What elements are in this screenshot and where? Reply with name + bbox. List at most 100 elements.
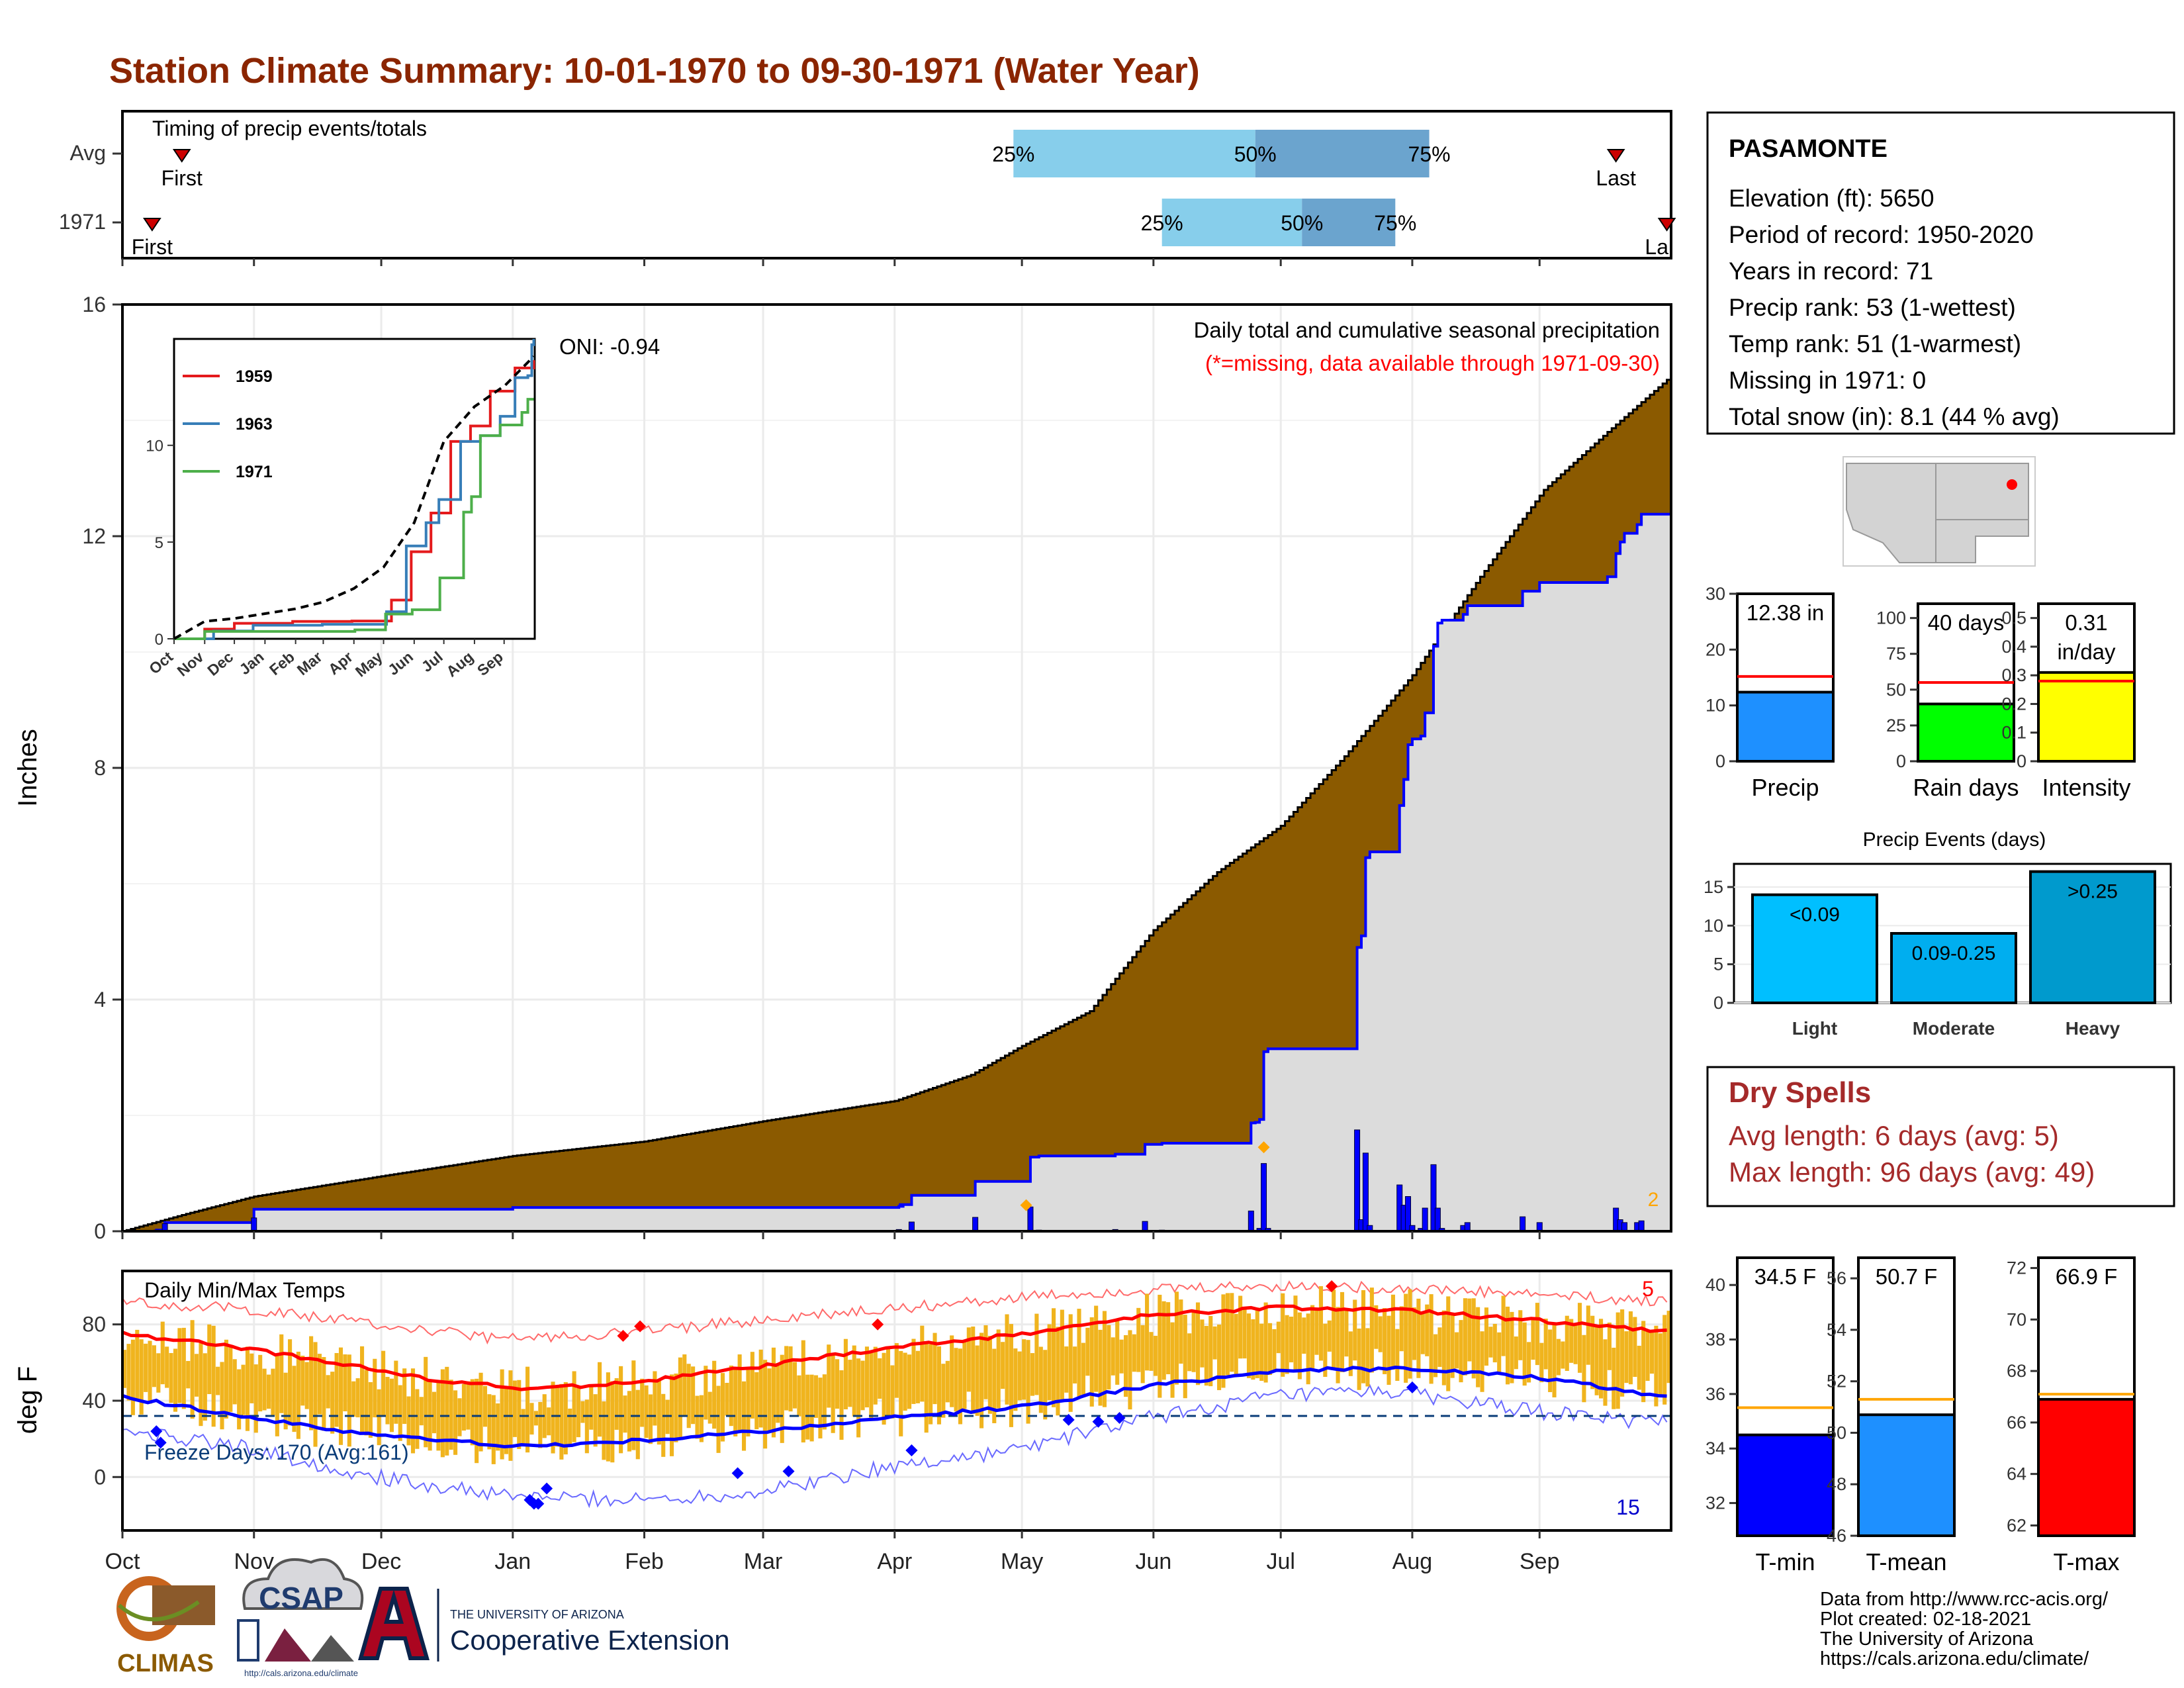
- daily-temp-bar: [657, 1380, 661, 1445]
- daily-temp-bar: [1005, 1314, 1009, 1405]
- map-border-line: [1935, 463, 2028, 563]
- station-line: Elevation (ft): 5650: [1729, 185, 1934, 212]
- ua-small-text: THE UNIVERSITY OF ARIZONA: [450, 1608, 624, 1621]
- daily-temp-bar: [1624, 1331, 1629, 1383]
- daily-temp-bar: [1238, 1295, 1243, 1359]
- daily-temp-bar: [1514, 1336, 1518, 1370]
- temp-ylabel: deg F: [13, 1366, 42, 1434]
- page-title: Station Climate Summary: 10-01-1970 to 0…: [109, 51, 1200, 91]
- timing-quartile-bar: [1013, 130, 1255, 177]
- daily-precip-bar: [1027, 1206, 1034, 1232]
- temp-mini-chart: 62 64 66 68 70 72 66.9 F T-max: [2007, 1256, 2136, 1575]
- daily-temp-bar: [1026, 1340, 1030, 1424]
- last-event-label: Last: [1596, 166, 1636, 190]
- daily-temp-bar: [1043, 1350, 1048, 1420]
- daily-temp-bar: [449, 1380, 453, 1450]
- daily-temp-bar: [1577, 1303, 1582, 1373]
- daily-temp-bar: [309, 1336, 314, 1430]
- daily-temp-bar: [533, 1411, 538, 1426]
- daily-temp-bar: [373, 1358, 377, 1418]
- record-low-marker: [782, 1465, 795, 1477]
- daily-temp-bar: [661, 1393, 666, 1457]
- last-event-label: La: [1645, 235, 1668, 259]
- station-line: Years in record: 71: [1729, 258, 1933, 285]
- daily-temp-bar: [1208, 1316, 1213, 1387]
- daily-temp-bar: [1136, 1307, 1141, 1372]
- daily-temp-bar: [199, 1342, 203, 1427]
- daily-temp-bar: [1310, 1305, 1315, 1371]
- daily-temp-bar: [1607, 1322, 1612, 1370]
- daily-temp-bar: [1132, 1334, 1136, 1372]
- daily-temp-bar: [758, 1349, 763, 1428]
- year-cumulative-precip-area: [122, 512, 1672, 1233]
- daily-temp-bar: [1348, 1331, 1353, 1376]
- daily-temp-bar: [1263, 1302, 1268, 1383]
- timing-panel: Timing of precip events/totals Avg 25% 50%…: [59, 110, 1676, 259]
- record-precip-marker: [1257, 1141, 1270, 1154]
- record-low-marker: [150, 1425, 163, 1438]
- mini-chart-ytick-label: 38: [1706, 1330, 1725, 1350]
- daily-temp-bar: [852, 1345, 856, 1417]
- timing-percentile-label: 50%: [1234, 142, 1277, 166]
- precip-corner-count: 2: [1648, 1189, 1659, 1211]
- daily-temp-bar: [924, 1342, 929, 1433]
- mini-chart-ytick-label: 54: [1827, 1320, 1846, 1340]
- daily-temp-bar: [1365, 1328, 1370, 1387]
- daily-temp-bar: [1637, 1345, 1641, 1390]
- daily-temp-bar: [1251, 1319, 1255, 1380]
- daily-temp-bar: [559, 1383, 564, 1460]
- month-tick-label: Jan: [494, 1549, 531, 1574]
- daily-temp-bar: [1306, 1313, 1310, 1385]
- daily-temp-bar: [996, 1329, 1001, 1409]
- daily-temp-bar: [771, 1347, 776, 1438]
- daily-temp-bar: [835, 1359, 840, 1409]
- record-precip-marker: [1020, 1199, 1032, 1211]
- dry-spells-box: Dry Spells Avg length: 6 days (avg: 5) M…: [1706, 1066, 2175, 1207]
- mini-chart-ytick-label: 0: [2017, 751, 2026, 771]
- daily-temp-bar: [1433, 1334, 1438, 1378]
- daily-temp-bar: [445, 1366, 449, 1456]
- daily-temp-bar: [504, 1387, 509, 1454]
- daily-precip-bar: [972, 1217, 979, 1232]
- daily-temp-bar: [360, 1346, 365, 1434]
- month-tick-label: Feb: [625, 1549, 664, 1574]
- daily-temp-bar: [1001, 1342, 1005, 1389]
- daily-precip-bar: [1422, 1207, 1428, 1232]
- mini-chart-ytick-label: 48: [1827, 1474, 1846, 1494]
- dry-spells-title: Dry Spells: [1729, 1076, 1871, 1109]
- daily-temp-bar: [220, 1362, 224, 1430]
- daily-temp-bar: [232, 1359, 237, 1405]
- daily-temp-bar: [767, 1368, 772, 1432]
- daily-temp-bar: [551, 1382, 555, 1454]
- daily-temp-bar: [1552, 1324, 1557, 1397]
- daily-temp-bar: [1255, 1307, 1259, 1378]
- mini-chart-title: Rain days: [1913, 774, 2019, 801]
- daily-temp-bar: [130, 1339, 135, 1415]
- mini-chart-title: Precip: [1751, 774, 1819, 801]
- daily-temp-bar: [415, 1389, 420, 1449]
- daily-temp-bar: [1102, 1311, 1107, 1407]
- daily-temp-bar: [1314, 1308, 1319, 1355]
- daily-temp-bar: [623, 1395, 627, 1433]
- daily-temp-bar: [954, 1348, 958, 1412]
- mini-chart-ytick-label: 68: [2007, 1361, 2026, 1381]
- daily-temp-bar: [1276, 1321, 1281, 1354]
- daily-temp-bar: [631, 1360, 636, 1450]
- mini-chart-ytick-label: 0: [1715, 751, 1725, 771]
- daily-temp-bar: [1068, 1314, 1073, 1412]
- events-ytick-label: 0: [1713, 993, 1723, 1013]
- station-line: Missing in 1971: 0: [1729, 367, 1926, 394]
- daily-temp-bar: [275, 1354, 279, 1436]
- daily-temp-bar: [729, 1365, 733, 1427]
- daily-temp-bar: [1323, 1323, 1328, 1377]
- daily-temp-bar: [1569, 1319, 1574, 1363]
- precip-ytick-label: 0: [94, 1219, 106, 1243]
- daily-temp-bar: [1085, 1327, 1090, 1376]
- daily-temp-bar: [864, 1346, 870, 1408]
- daily-temp-bar: [457, 1398, 462, 1436]
- daily-temp-bar: [1420, 1311, 1425, 1354]
- daily-temp-bar: [1047, 1324, 1052, 1401]
- daily-temp-bar: [1556, 1338, 1561, 1376]
- daily-temp-bar: [1548, 1329, 1553, 1393]
- record-high-marker: [872, 1318, 884, 1331]
